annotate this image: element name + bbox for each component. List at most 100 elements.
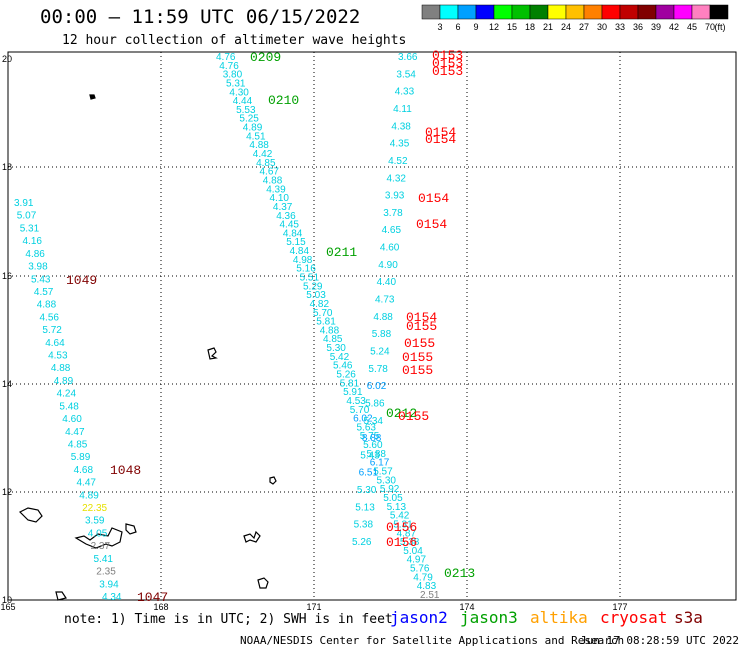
longitude-label: 165 xyxy=(0,602,15,612)
wave-height-value: 4.88 xyxy=(373,312,393,323)
wave-height-value: 2.37 xyxy=(91,541,111,552)
color-scale-unit: (ft) xyxy=(715,22,726,32)
pass-time-label: 0155 xyxy=(406,319,437,334)
color-swatch xyxy=(709,4,729,20)
wave-height-value: 4.45 xyxy=(280,220,300,231)
wave-height-value: 4.89 xyxy=(79,490,99,501)
wave-height-value: 4.52 xyxy=(388,156,408,167)
wave-height-value: 4.89 xyxy=(243,123,263,134)
wave-height-value: 5.34 xyxy=(364,416,384,427)
pass-time-label: 0212 xyxy=(386,406,417,421)
wave-height-value: 5.24 xyxy=(370,347,390,358)
pass-time-label: 0155 xyxy=(404,336,435,351)
pass-time-label: 0213 xyxy=(444,566,475,581)
wave-height-value: 5.03 xyxy=(306,290,326,301)
legend-s3a: s3a xyxy=(674,608,703,627)
latitude-labels: 20 18 16 14 12 10 xyxy=(2,54,12,605)
wave-height-value: 4.11 xyxy=(393,104,412,115)
wave-height-value: 4.86 xyxy=(25,249,45,260)
wave-height-value: 4.64 xyxy=(45,338,65,349)
color-scale-label: 21 xyxy=(543,22,553,32)
island-outline xyxy=(89,94,96,100)
islands xyxy=(18,94,277,601)
cryosat-track: 3.66 3.54 4.33 4.11 4.38 4.35 4.52 4.32 3.93 3.78… xyxy=(352,52,418,548)
pass-time-label: 0154 xyxy=(416,217,447,232)
wave-height-value: 4.38 xyxy=(391,121,411,132)
wave-height-value: 5.57 xyxy=(373,467,393,478)
color-scale-label: 3 xyxy=(437,22,442,32)
wave-height-value: 5.53 xyxy=(236,105,256,116)
pass-time-label: 1049 xyxy=(66,273,97,288)
wave-height-value: 4.76 xyxy=(216,52,236,63)
latitude-label: 20 xyxy=(2,54,12,64)
legend-jason2: jason2 xyxy=(390,608,448,627)
wave-height-value: 5.38 xyxy=(400,537,420,548)
wave-height-value: 4.85 xyxy=(68,440,88,451)
wave-height-value: 4.05 xyxy=(88,529,108,540)
wave-height-value: 2.35 xyxy=(96,567,116,578)
legend-jason3: jason3 xyxy=(460,608,518,627)
island-outline xyxy=(269,476,277,485)
wave-height-value: 5.88 xyxy=(372,329,392,340)
wave-height-value: 5.26 xyxy=(352,537,372,548)
wave-height-value: 4.60 xyxy=(62,414,82,425)
color-scale-label: 15 xyxy=(507,22,517,32)
latitude-label: 10 xyxy=(2,595,12,605)
wave-height-value: 4.33 xyxy=(395,87,415,98)
pass-time-label: 0154 xyxy=(425,125,456,140)
wave-height-value: 4.53 xyxy=(346,396,366,407)
wave-height-value: 5.70 xyxy=(350,405,370,416)
wave-height-value: 5.75 xyxy=(360,431,380,442)
wave-height-value: 4.88 xyxy=(249,140,269,151)
wave-height-value: 5.89 xyxy=(71,452,91,463)
wave-height-value: 4.37 xyxy=(273,202,293,213)
wave-height-value: 5.31 xyxy=(226,79,246,90)
latitude-label: 14 xyxy=(2,379,12,389)
island-outline xyxy=(257,577,269,589)
wave-height-value: 5.81 xyxy=(340,378,360,389)
wave-height-value: 5.91 xyxy=(343,387,363,398)
color-scale-label: 27 xyxy=(579,22,589,32)
wave-height-value: 6.02 xyxy=(353,414,373,425)
wave-height-value: 5.31 xyxy=(393,519,413,530)
wave-height-value: 4.98 xyxy=(293,255,313,266)
longitude-label: 177 xyxy=(612,602,627,612)
wave-height-value: 5.15 xyxy=(286,237,306,248)
color-scale-label: 42 xyxy=(669,22,679,32)
wave-height-value: 5.72 xyxy=(42,325,62,336)
wave-height-value: 3.66 xyxy=(398,52,418,63)
color-scale-label: 6 xyxy=(455,22,460,32)
wave-height-value: 4.87 xyxy=(397,528,417,539)
wave-height-value: 4.88 xyxy=(37,300,57,311)
wave-height-value: 5.81 xyxy=(316,317,336,328)
color-scale-label: 45 xyxy=(687,22,697,32)
wave-height-value: 4.68 xyxy=(74,465,94,476)
wave-height-value: 3.80 xyxy=(223,70,243,81)
color-scale-label: 70 xyxy=(705,22,715,32)
wave-height-value: 5.92 xyxy=(380,484,400,495)
wave-height-value: 4.47 xyxy=(77,478,97,489)
longitude-labels: 165 168 171 174 177 xyxy=(0,602,627,612)
wave-height-value: 5.42 xyxy=(330,352,350,363)
wave-height-value: 5.76 xyxy=(410,564,430,575)
wave-height-value: 5.48 xyxy=(59,401,79,412)
pass-time-label: 0209 xyxy=(250,50,281,65)
wave-height-value: 3.98 xyxy=(28,262,48,273)
wave-height-value: 4.53 xyxy=(48,351,68,362)
pass-time-label: 0154 xyxy=(406,310,437,325)
wave-height-value: 4.73 xyxy=(375,295,395,306)
wave-height-value: 5.30 xyxy=(326,343,346,354)
wave-height-value: 4.83 xyxy=(417,581,437,592)
wave-height-value: 5.13 xyxy=(387,502,407,513)
units-note: note: 1) Time is in UTC; 2) SWH is in fe… xyxy=(64,612,393,627)
wave-height-value: 4.67 xyxy=(260,167,280,178)
altika-track: 3.915.075.314.164.863.985.434.574.884.56… xyxy=(14,198,122,603)
latitude-label: 12 xyxy=(2,487,12,497)
generated-timestamp: Jun 17 08:28:59 UTC 2022 xyxy=(580,634,739,647)
pass-time-label: 1048 xyxy=(110,463,141,478)
wave-height-value: 5.63 xyxy=(357,422,377,433)
pass-time-label: 0153 xyxy=(432,64,463,79)
color-scale-label: 24 xyxy=(561,22,571,32)
wave-height-value: 5.04 xyxy=(403,546,423,557)
page-subtitle: 12 hour collection of altimeter wave hei… xyxy=(62,33,407,48)
